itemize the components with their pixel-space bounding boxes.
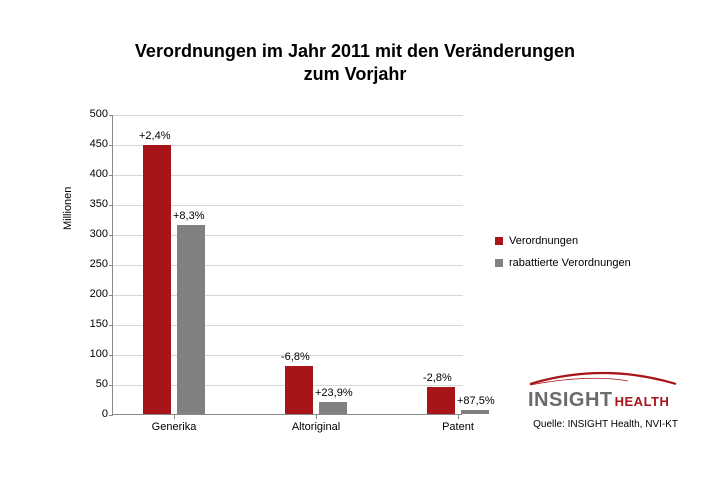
y-tick-mark	[109, 115, 113, 116]
y-tick-mark	[109, 325, 113, 326]
x-tick-label: Generika	[123, 421, 225, 433]
y-tick-label: 50	[68, 378, 108, 390]
y-tick-mark	[109, 175, 113, 176]
bar	[319, 402, 347, 414]
legend-label: rabattierte Verordnungen	[509, 257, 631, 269]
y-tick-mark	[109, 235, 113, 236]
gridline	[113, 115, 463, 116]
bar	[285, 366, 313, 414]
x-tick-mark	[316, 415, 317, 419]
legend-item: Verordnungen	[495, 235, 631, 247]
logo-swoosh-icon	[528, 368, 678, 388]
legend-label: Verordnungen	[509, 235, 578, 247]
bar-value-label: -2,8%	[423, 372, 452, 384]
y-tick-mark	[109, 295, 113, 296]
y-tick-mark	[109, 385, 113, 386]
title-line-2: zum Vorjahr	[304, 64, 407, 84]
y-tick-label: 0	[68, 408, 108, 420]
y-tick-label: 150	[68, 318, 108, 330]
legend: Verordnungen rabattierte Verordnungen	[495, 235, 631, 279]
bar-value-label: +2,4%	[139, 130, 171, 142]
logo-word-health: HEALTH	[615, 394, 670, 409]
bar-value-label: -6,8%	[281, 351, 310, 363]
bar-value-label: +87,5%	[457, 395, 495, 407]
y-tick-label: 400	[68, 168, 108, 180]
y-tick-label: 250	[68, 258, 108, 270]
x-tick-mark	[458, 415, 459, 419]
legend-swatch-icon	[495, 259, 503, 267]
y-tick-label: 300	[68, 228, 108, 240]
logo: INSIGHT HEALTH	[528, 368, 678, 412]
logo-word-insight: INSIGHT	[528, 389, 613, 412]
legend-swatch-icon	[495, 237, 503, 245]
bar	[177, 225, 205, 414]
logo-text: INSIGHT HEALTH	[528, 389, 678, 412]
y-tick-label: 200	[68, 288, 108, 300]
x-tick-label: Altoriginal	[265, 421, 367, 433]
x-tick-mark	[174, 415, 175, 419]
y-tick-label: 500	[68, 108, 108, 120]
title-line-1: Verordnungen im Jahr 2011 mit den Veränd…	[135, 41, 575, 61]
y-tick-mark	[109, 145, 113, 146]
chart-plot-area: Generika+2,4%+8,3%Altoriginal-6,8%+23,9%…	[112, 115, 462, 415]
bar	[461, 410, 489, 414]
bar	[427, 387, 455, 414]
y-tick-mark	[109, 355, 113, 356]
y-tick-mark	[109, 205, 113, 206]
chart-title: Verordnungen im Jahr 2011 mit den Veränd…	[0, 40, 710, 87]
legend-item: rabattierte Verordnungen	[495, 257, 631, 269]
y-tick-label: 350	[68, 198, 108, 210]
x-tick-label: Patent	[407, 421, 509, 433]
y-tick-label: 450	[68, 138, 108, 150]
bar-value-label: +23,9%	[315, 387, 353, 399]
y-tick-label: 100	[68, 348, 108, 360]
y-tick-mark	[109, 265, 113, 266]
bar	[143, 145, 171, 414]
bar-value-label: +8,3%	[173, 210, 205, 222]
source-text: Quelle: INSIGHT Health, NVI-KT	[533, 419, 678, 430]
y-tick-mark	[109, 415, 113, 416]
